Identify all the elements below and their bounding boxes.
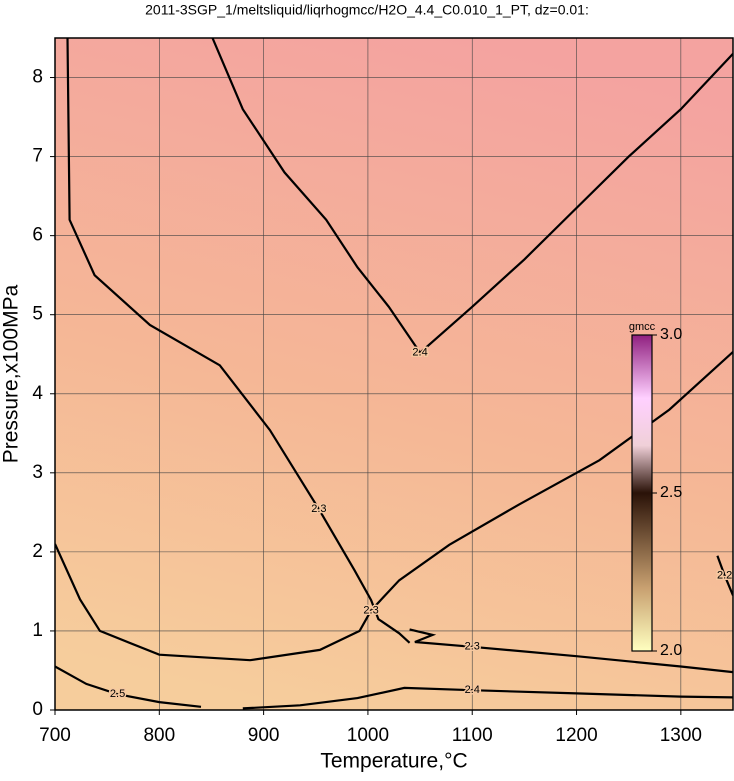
y-tick-label: 0 [32, 699, 43, 720]
colorbar [631, 334, 653, 652]
y-tick-label: 1 [32, 620, 43, 641]
plot-background [55, 38, 733, 710]
contour-label: 2.3 [311, 503, 326, 515]
x-tick-label: 1100 [452, 725, 493, 746]
x-tick-label: 900 [248, 725, 280, 746]
chart-title: 2011-3SGP_1/meltsliquid/liqrhogmcc/H2O_4… [145, 2, 589, 18]
contour-line [55, 665, 202, 708]
x-tick-label: 1200 [555, 725, 597, 746]
contour-line [211, 38, 733, 355]
x-axis-label: Temperature,°C [320, 750, 467, 773]
x-tick-label: 1300 [660, 725, 702, 746]
contours: 2.4 2.3 2.3 2.3 2.4 2.5 2.2 [55, 38, 733, 710]
contour-label: 2.2 [717, 570, 732, 582]
contour-line [55, 351, 733, 662]
contour-label: 2.3 [465, 641, 480, 653]
colorbar-tick-label: 2.0 [660, 642, 682, 659]
contour-label: 2.5 [110, 688, 125, 700]
contour-label: 2.4 [465, 684, 480, 696]
contour-line [716, 555, 733, 596]
y-tick-label: 2 [32, 541, 43, 562]
y-tick-label: 6 [32, 225, 43, 246]
contour-label: 2.3 [363, 604, 378, 616]
y-tick-label: 4 [32, 383, 43, 404]
y-tick-label: 7 [32, 146, 43, 167]
contour-line [242, 686, 733, 710]
x-tick-label: 700 [39, 725, 71, 746]
y-axis-label: Pressure,x100MPa [0, 284, 23, 463]
y-tick-label: 3 [32, 462, 43, 483]
x-tick-label: 800 [143, 725, 175, 746]
colorbar-tick-label: 2.5 [660, 484, 682, 501]
contour-label: 2.4 [412, 347, 427, 359]
contour-line [66, 38, 411, 644]
y-tick-label: 8 [32, 67, 43, 88]
contour-line [409, 628, 733, 674]
x-tick-label: 1000 [347, 725, 389, 746]
y-tick-label: 5 [32, 304, 43, 325]
plot-frame [54, 37, 734, 711]
grid [55, 38, 733, 710]
colorbar-tick-label: 3.0 [660, 326, 682, 343]
overlay: 700 800 900 1000 1100 1200 1300 0 1 2 3 4 5 6 7 8 gmcc 2.… [32, 67, 702, 746]
colorbar-label: gmcc [629, 321, 656, 333]
